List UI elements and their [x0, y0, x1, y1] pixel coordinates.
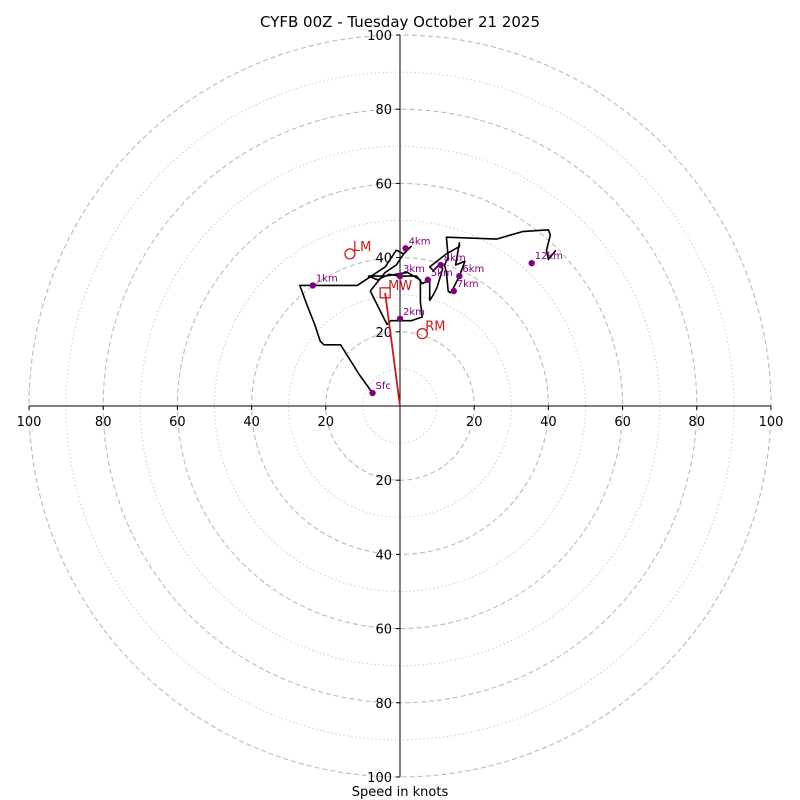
height-point-12km	[528, 259, 535, 267]
height-label-12km: 12km	[535, 251, 563, 262]
height-point-1km	[309, 282, 317, 289]
marker-lm	[344, 248, 356, 260]
height-points: Sfc 1km 2km 3km 4km 5km 6km 7km 8km 12km	[309, 236, 563, 397]
marker-mw	[379, 287, 391, 299]
x-tick-label: 40	[243, 415, 260, 430]
y-tick-label: 60	[375, 623, 392, 638]
height-label-5km: 5km	[431, 268, 453, 279]
hodograph-trace	[298, 229, 557, 394]
x-tick-label: 60	[169, 415, 186, 430]
y-tick-label: 40	[375, 548, 392, 563]
y-tick-label: 80	[375, 103, 392, 118]
x-tick-label: 60	[614, 415, 631, 430]
marker-label-lm: LM	[353, 240, 371, 255]
x-tick-label: 40	[540, 415, 557, 430]
marker-label-rm: RM	[425, 320, 445, 335]
y-tick-label: 60	[375, 177, 392, 192]
tick-labels: 100 80 60 40 20 20 40 60 80 100204060801002040608…	[17, 29, 784, 786]
height-label-7km: 7km	[457, 279, 479, 290]
y-tick-label: 100	[367, 29, 392, 44]
height-point-8km	[437, 261, 445, 269]
x-axis-label: Speed in knots	[352, 785, 449, 800]
height-point-2km	[396, 315, 404, 323]
x-tick-label: 100	[17, 415, 42, 430]
chart-title: CYFB 00Z - Tuesday October 21 2025	[260, 13, 540, 31]
height-label-1km: 1km	[316, 273, 338, 284]
height-point-4km	[402, 245, 409, 252]
height-label-8km: 8km	[444, 253, 466, 264]
height-point-5km	[424, 276, 432, 284]
height-point-6km	[456, 272, 463, 280]
y-tick-label: 20	[375, 326, 392, 341]
y-tick-label: 100	[367, 771, 392, 786]
x-tick-label: 100	[759, 415, 784, 430]
storm-motion-vector	[384, 292, 401, 407]
y-tick-label: 80	[375, 697, 392, 712]
marker-label-mw: MW	[388, 279, 412, 294]
height-point-sfc	[369, 389, 376, 397]
motion-markers: LM RM MW	[344, 240, 446, 340]
x-tick-label: 20	[466, 415, 483, 430]
marker-rm	[416, 328, 428, 340]
x-tick-label: 80	[689, 415, 706, 430]
height-label-2km: 2km	[403, 307, 425, 318]
height-point-3km	[396, 272, 404, 280]
height-label-3km: 3km	[403, 264, 425, 275]
height-label-sfc: Sfc	[376, 381, 391, 392]
x-tick-label: 80	[95, 415, 112, 430]
x-tick-label: 20	[318, 415, 335, 430]
y-tick-label: 20	[375, 474, 392, 489]
wind-trace	[298, 229, 557, 407]
height-label-4km: 4km	[409, 236, 431, 247]
height-label-6km: 6km	[462, 264, 484, 275]
height-point-7km	[450, 287, 457, 295]
